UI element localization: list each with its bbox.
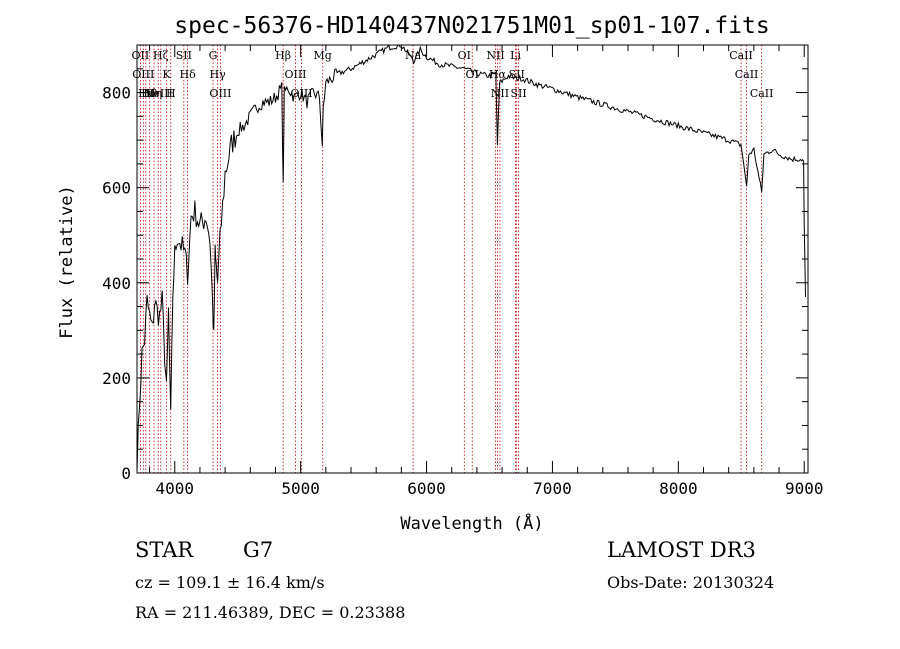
line-marker-label: NeIII (144, 87, 173, 100)
x-tick-label: 6000 (407, 479, 446, 498)
line-markers (139, 45, 763, 473)
line-marker-label: CaII (750, 87, 774, 100)
line-marker-label: Mg (314, 49, 332, 62)
redshift-text: cz = 109.1 ± 16.4 km/s (135, 573, 325, 592)
line-marker-label: CaII (729, 49, 753, 62)
coordinates: RA = 211.46389, DEC = 0.23388 (135, 603, 406, 622)
line-marker-label: Hθ (141, 87, 158, 100)
line-marker-label: Hβ (275, 49, 291, 62)
line-marker-label: CaII (735, 68, 759, 81)
line-marker-label: OIII (209, 87, 231, 100)
y-tick-label: 200 (102, 369, 131, 388)
line-marker-label: NII (491, 87, 509, 100)
line-marker-label: Hα (489, 68, 507, 81)
line-marker-label: Hδ (179, 68, 196, 81)
x-axis-label: Wavelength (Å) (400, 512, 543, 534)
x-tick-label: 7000 (533, 479, 572, 498)
x-tick-label: 8000 (659, 479, 698, 498)
line-marker-label: Hη (146, 87, 162, 100)
line-marker-label: H (166, 87, 176, 100)
x-tick-label: 4000 (156, 479, 195, 498)
line-marker-label: OII (132, 49, 150, 62)
line-marker-label: NII (486, 49, 504, 62)
obs-date: Obs-Date: 20130324 (607, 573, 775, 592)
axis-ticks: 4000 5000 6000 7000 8000 9000 0 200 400 600 800 (102, 45, 823, 498)
object-subclass: G7 (243, 538, 274, 562)
object-class: STAR (135, 538, 194, 562)
y-tick-label: 600 (102, 179, 131, 198)
y-tick-label: 0 (121, 464, 131, 483)
line-marker-label: Hγ (209, 68, 226, 81)
line-marker-label: Hε (138, 87, 154, 100)
chart-title: spec-56376-HD140437N021751M01_sp01-107.f… (174, 13, 769, 39)
line-marker-label: OIII (132, 68, 154, 81)
y-axis-label: Flux (relative) (57, 185, 77, 339)
line-marker-label: OIII (284, 68, 306, 81)
line-marker-label: Li (510, 49, 521, 62)
spectrum-line (136, 43, 806, 474)
line-marker-label: Hζ (153, 49, 169, 62)
line-marker-label: G (209, 49, 218, 62)
line-marker-label: K (162, 68, 171, 81)
survey-name: LAMOST DR3 (607, 538, 756, 562)
line-marker-label: SII (176, 49, 192, 62)
y-tick-label: 400 (102, 274, 131, 293)
x-tick-label: 9000 (785, 479, 824, 498)
x-tick-label: 5000 (281, 479, 320, 498)
line-marker-label: OI (458, 49, 471, 62)
y-tick-label: 800 (102, 84, 131, 103)
line-marker-label: SII (510, 87, 526, 100)
